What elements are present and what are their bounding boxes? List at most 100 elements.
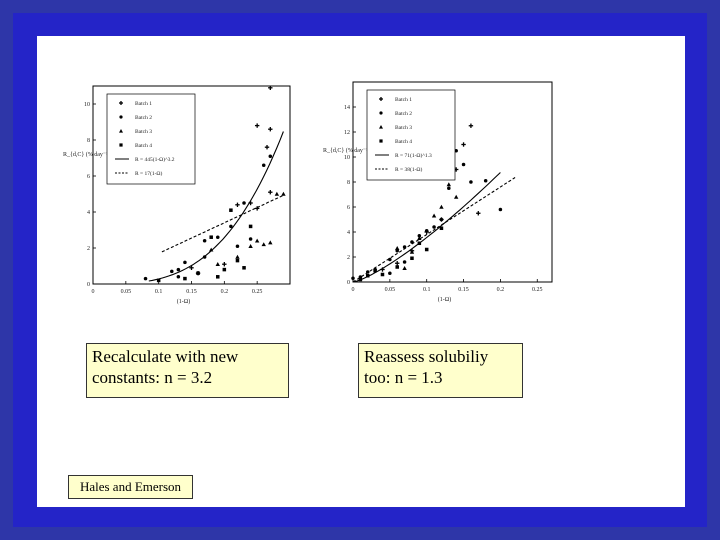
right-point [446,182,452,187]
left-point [216,275,220,279]
left-legend-marker [119,115,123,119]
left-point [254,238,260,243]
right-legend-marker [379,125,383,129]
right-fit-line-1 [352,172,501,283]
left-point [268,240,273,245]
right-ytick-label: 6 [347,205,350,211]
left-point [202,255,207,259]
left-point [235,258,240,263]
right-point [402,245,407,249]
right-point [439,204,444,209]
left-point [196,271,200,275]
left-xtick-label: 0.25 [252,289,263,295]
right-point [483,178,488,183]
left-point [216,235,220,239]
caption-right: Reassess solubiliy too: n = 1.3 [358,343,523,398]
right-point [461,162,466,167]
left-point [268,85,273,90]
right-xtick-label: 0.1 [423,287,431,293]
right-point [388,271,392,276]
right-xtick-label: 0.05 [385,287,396,293]
right-point [365,270,370,274]
right-legend-label: R = 38(1-Ω) [395,166,423,173]
left-point [268,190,273,195]
left-xaxis-title: (1-Ω) [177,298,190,305]
left-point [254,206,260,211]
right-point [373,268,377,273]
right-point [395,261,400,266]
right-legend-label: Batch 2 [395,111,412,117]
left-yaxis-title: R_{d,C} (% day⁻¹) [63,151,110,158]
left-point [215,262,220,266]
left-point [176,275,181,279]
right-point [439,217,444,222]
right-point [432,225,436,229]
left-point [261,242,266,247]
left-legend-label: Batch 4 [135,143,152,149]
left-point [229,208,233,212]
right-point [402,260,407,264]
right-yaxis-title: R_{d,C} (% day⁻¹) [323,147,370,154]
left-point [235,244,240,248]
left-xtick-label: 0 [92,289,95,295]
caption-left: Recalculate with new constants: n = 3.2 [86,343,289,398]
left-point [222,262,227,267]
left-point [248,200,253,206]
right-xtick-label: 0.25 [532,287,543,293]
right-point [410,240,414,244]
left-point [170,269,174,274]
right-point [461,142,466,147]
right-point [402,266,407,271]
right-point [417,236,422,241]
left-legend-label: Batch 1 [135,101,152,107]
right-legend-label: Batch 4 [395,139,412,145]
left-legend-marker [119,101,123,105]
right-xtick-label: 0.15 [458,287,469,293]
left-legend-label: R = 17(1-Ω) [135,170,163,177]
left-point [242,266,246,270]
left-point [261,163,266,167]
left-xtick-label: 0.1 [155,289,163,295]
right-point [417,241,422,246]
right-legend-marker [379,111,383,115]
left-point [183,276,187,281]
chart-right: 0 0.05 0.1 0.15 0.2 0.25 0 2 4 6 8 10 12 14 (1-Ω) R_{d,… [316,76,564,312]
left-point [268,154,273,158]
left-legend-label: Batch 3 [135,129,152,135]
left-point [264,145,270,150]
left-ytick-label: 8 [87,138,90,144]
right-point [469,180,473,184]
left-point [189,265,194,270]
left-xtick-label: 0.15 [186,289,197,295]
right-point [395,246,400,251]
right-point [447,186,451,191]
right-point [365,273,370,278]
right-ytick-label: 12 [344,130,350,136]
right-point [498,207,503,212]
right-legend-label: Batch 3 [395,125,412,131]
right-point [395,265,399,269]
left-ytick-label: 10 [84,102,90,108]
left-point [281,191,286,196]
left-xtick-label: 0.05 [121,289,132,295]
left-point [242,201,246,205]
left-legend-label: Batch 2 [135,115,152,121]
right-legend-box [366,89,456,181]
left-legend-label: R = 445(1-Ω)^3.2 [135,156,175,163]
left-ytick-label: 6 [87,174,90,180]
left-point [156,278,161,283]
credit-label: Hales and Emerson [68,475,193,499]
left-point [235,202,240,207]
left-point [222,267,227,272]
left-ytick-label: 0 [87,282,90,288]
left-point [274,191,280,196]
right-point [380,267,385,272]
left-point [248,244,253,248]
left-ytick-label: 4 [87,210,90,216]
right-point [424,228,429,233]
left-point [248,224,253,229]
right-point [453,194,459,199]
left-legend-box [106,93,196,185]
right-fit-line-2 [352,177,516,283]
right-point [409,249,415,254]
